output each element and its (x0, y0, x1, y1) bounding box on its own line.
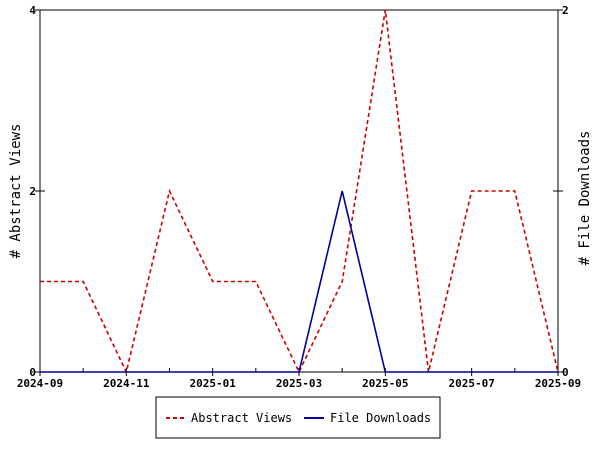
series-layer (40, 9, 559, 375)
legend: Abstract Views File Downloads (155, 396, 441, 439)
y-left-tick-label: 0 (29, 366, 36, 379)
x-tick-label: 2025-05 (362, 377, 408, 390)
y-right-tick-label: 0 (562, 366, 569, 379)
y-axis-right-title: # File Downloads (577, 131, 593, 266)
x-tick-label: 2025-09 (535, 377, 581, 390)
y-left-tick-label: 4 (29, 4, 36, 17)
x-tick-label: 2024-11 (103, 377, 150, 390)
y-right-tick-label: 2 (562, 4, 569, 17)
legend-box (155, 396, 441, 439)
y-left-tick-label: 2 (29, 185, 36, 198)
y-axis-left-title: # Abstract Views (8, 124, 24, 259)
x-tick-label: 2025-01 (189, 377, 236, 390)
x-tick-label: 2025-03 (276, 377, 322, 390)
series-line-file-downloads (40, 190, 558, 373)
x-tick-label: 2025-07 (448, 377, 494, 390)
legend-label-abstract-views: Abstract Views (191, 411, 292, 425)
legend-label-file-downloads: File Downloads (330, 411, 431, 425)
x-tick-label: 2024-09 (17, 377, 63, 390)
